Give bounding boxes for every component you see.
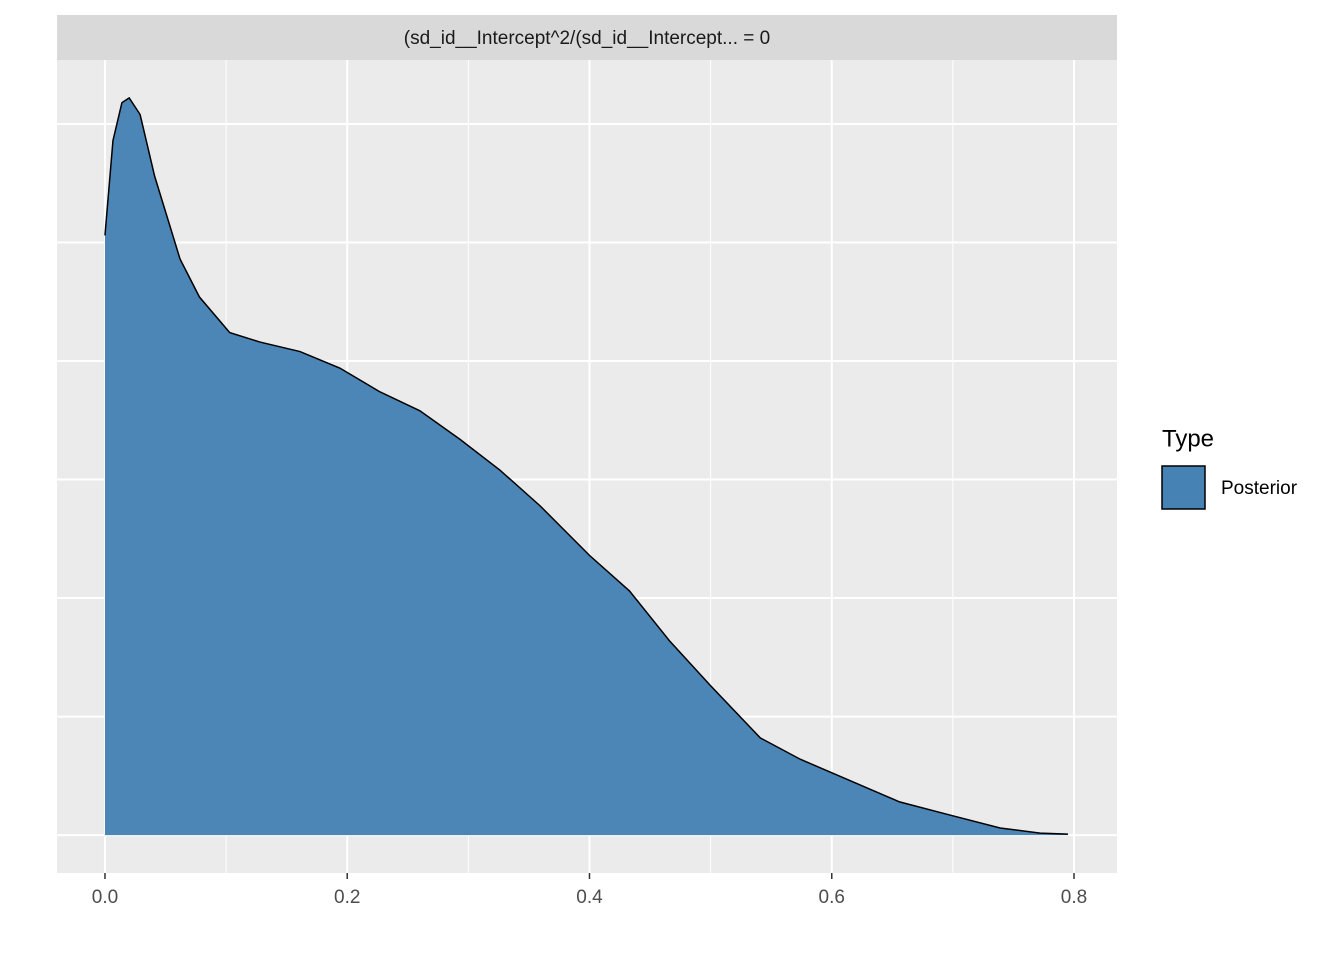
strip — [57, 15, 1117, 60]
strip-title: (sd_id__Intercept^2/(sd_id__Intercept...… — [404, 28, 770, 49]
x-tick-label: 0.6 — [819, 887, 845, 908]
legend-title: Type — [1162, 425, 1214, 452]
legend: Type Posterior — [1161, 425, 1298, 510]
density-area — [104, 97, 1068, 836]
legend-key — [1161, 465, 1206, 510]
x-tick-label: 0.4 — [576, 887, 603, 908]
legend-label: Posterior — [1221, 478, 1298, 499]
marks — [104, 96, 1068, 836]
x-tick-label: 0.0 — [92, 887, 118, 908]
x-tick-label: 0.2 — [334, 887, 360, 908]
density-line — [104, 96, 1068, 835]
x-tick-label: 0.8 — [1061, 887, 1087, 908]
